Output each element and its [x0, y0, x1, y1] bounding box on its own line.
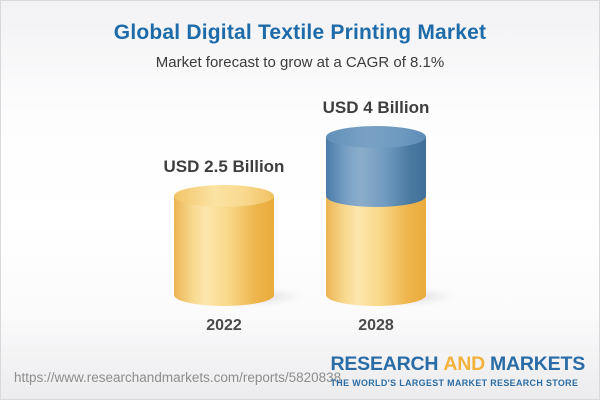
bar-2022: USD 2.5 Billion 2022: [149, 1, 305, 399]
chart-subtitle: Market forecast to grow at a CAGR of 8.1…: [155, 54, 445, 71]
bar-2022-value-label: USD 2.5 Billion: [163, 157, 285, 177]
researchandmarkets-logo: RESEARCH AND MARKETS THE WORLD'S LARGEST M…: [330, 353, 585, 388]
bar-2028-top-segment: [326, 137, 426, 208]
logo-tagline: THE WORLD'S LARGEST MARKET RESEARCH STOR…: [330, 378, 579, 388]
bar-2028-category-label: 2028: [358, 317, 394, 334]
bar-2028-value-label: USD 4 Billion: [322, 98, 430, 117]
logo-word-research: RESEARCH: [330, 353, 439, 375]
logo-wordmark: RESEARCH AND MARKETS: [330, 353, 585, 376]
bar-2022-cylinder-body: [174, 196, 274, 306]
bar-2028: USD 4 Billion 2028: [301, 1, 457, 399]
bar-2028-cylinder-cap: [326, 126, 426, 148]
bar-2022-category-label: 2022: [206, 317, 242, 334]
source-url: https://www.researchandmarkets.com/repor…: [14, 370, 342, 385]
chart-header: Global Digital Textile Printing Market M…: [1, 21, 599, 71]
logo-word-markets: MARKETS: [489, 353, 585, 375]
chart-title: Global Digital Textile Printing Market: [113, 21, 487, 44]
bar-2022-cylinder-cap: [174, 185, 274, 208]
logo-word-and: AND: [443, 353, 485, 375]
